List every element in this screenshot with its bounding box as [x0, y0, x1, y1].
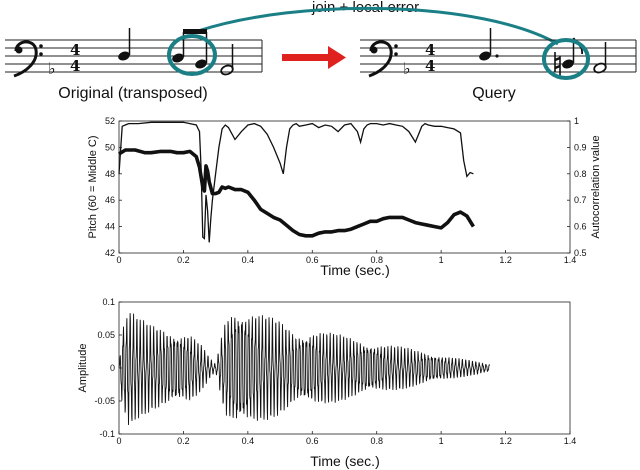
quarter-note-icon [118, 28, 131, 61]
pitch-chart-xlabel: Time (sec.) [320, 262, 389, 278]
time-signature-top: 4 [425, 41, 435, 59]
pitch-chart-ytick-label: 46 [105, 195, 115, 205]
time-signature-bottom: 4 [425, 57, 435, 75]
pitch-chart-rtick-label: 0.6 [574, 222, 587, 232]
waveform-chart-ytick-label: 0.05 [97, 330, 115, 340]
waveform-chart-xlabel: Time (sec.) [310, 453, 379, 469]
waveform-chart-ytick-label: 0 [110, 363, 115, 373]
original-highlight-ellipse [167, 34, 217, 76]
waveform-line [118, 313, 490, 426]
waveform-chart-xtick-label: 0.4 [242, 436, 255, 446]
pitch-chart-rtick-label: 0.8 [574, 169, 587, 179]
pitch-chart-ytick-label: 42 [105, 248, 115, 258]
half-note-icon [220, 44, 234, 76]
pitch-chart-ytick-label: 50 [105, 142, 115, 152]
query-highlight-ellipse [542, 38, 590, 80]
waveform-chart-ytick-label: -0.1 [99, 429, 115, 439]
pitch-chart-ytick-label: 52 [105, 116, 115, 126]
time-signature-bottom: 4 [70, 57, 80, 75]
flat-sign-icon: ♭ [403, 59, 411, 78]
waveform-chart-xtick-label: 1.4 [564, 436, 577, 446]
pitch-chart-xtick-label: 1.2 [499, 255, 512, 265]
natural-sign-icon [554, 52, 561, 76]
half-note-icon [593, 42, 607, 74]
pitch-chart-ytick-label: 44 [105, 222, 115, 232]
dotted-quarter-note-icon [479, 28, 499, 61]
original-staff: ♭ 4 4 Original (transposed) [5, 28, 263, 102]
pitch-chart-xtick-label: 0.2 [177, 255, 190, 265]
waveform-chart-xtick-label: 0.8 [370, 436, 383, 446]
pitch-chart-xtick-label: 1.4 [564, 255, 577, 265]
query-label: Query [472, 85, 516, 102]
pitch-chart-rtick-label: 0.9 [574, 142, 587, 152]
waveform-chart-xtick-label: 0.2 [177, 436, 190, 446]
pitch-chart-ylabel: Pitch (60 = Middle C) [87, 135, 99, 238]
bass-clef-icon [13, 40, 43, 78]
flat-sign-icon: ♭ [48, 59, 56, 78]
pitch-chart-rtick-label: 0.5 [574, 248, 587, 258]
beamed-eighth-notes-icon [172, 29, 208, 69]
join-connector-arc [197, 6, 559, 46]
pitch-chart-xtick-label: 1 [439, 255, 444, 265]
waveform-chart-xtick-label: 0 [116, 436, 121, 446]
waveform-chart-xtick-label: 0.6 [306, 436, 319, 446]
query-staff: ♭ 4 4 Query [360, 28, 637, 102]
time-signature-top: 4 [70, 41, 80, 59]
pitch-chart-ylabel-right: Autocorrelation value [590, 135, 602, 238]
notation-panel: join + local error ♭ 4 4 [5, 0, 637, 102]
pitch-chart-xtick-label: 0.4 [242, 255, 255, 265]
pitch-chart-rtick-label: 0.7 [574, 195, 587, 205]
pitch-chart-rtick-label: 1 [574, 116, 579, 126]
pitch-chart-xtick-label: 0 [116, 255, 121, 265]
original-label: Original (transposed) [58, 85, 207, 102]
waveform-chart-ytick-label: -0.05 [94, 396, 115, 406]
pitch-chart-ytick-label: 48 [105, 169, 115, 179]
bass-clef-icon [368, 40, 398, 78]
waveform-chart-ytick-label: 0.1 [102, 297, 115, 307]
pitch-chart-xtick-label: 0.8 [370, 255, 383, 265]
waveform-chart-ylabel: Amplitude [77, 344, 89, 393]
transform-arrow-icon [282, 46, 346, 69]
pitch-line [118, 148, 475, 238]
autocorrelation-line [118, 121, 474, 243]
pitch-chart: 0 0.2 0.4 0.6 0.8 1 1.2 1.4 42 44 46 48 50 52 0.5 0.6… [87, 116, 602, 278]
waveform-chart: 0 0.2 0.4 0.6 0.8 1 1.2 1.4 -0.1 -0.05 0 0.05 0.1 T… [77, 297, 576, 469]
pitch-chart-xtick-label: 0.6 [306, 255, 319, 265]
waveform-chart-xtick-label: 1 [439, 436, 444, 446]
pitch-chart-frame [118, 120, 571, 254]
waveform-chart-xtick-label: 1.2 [499, 436, 512, 446]
